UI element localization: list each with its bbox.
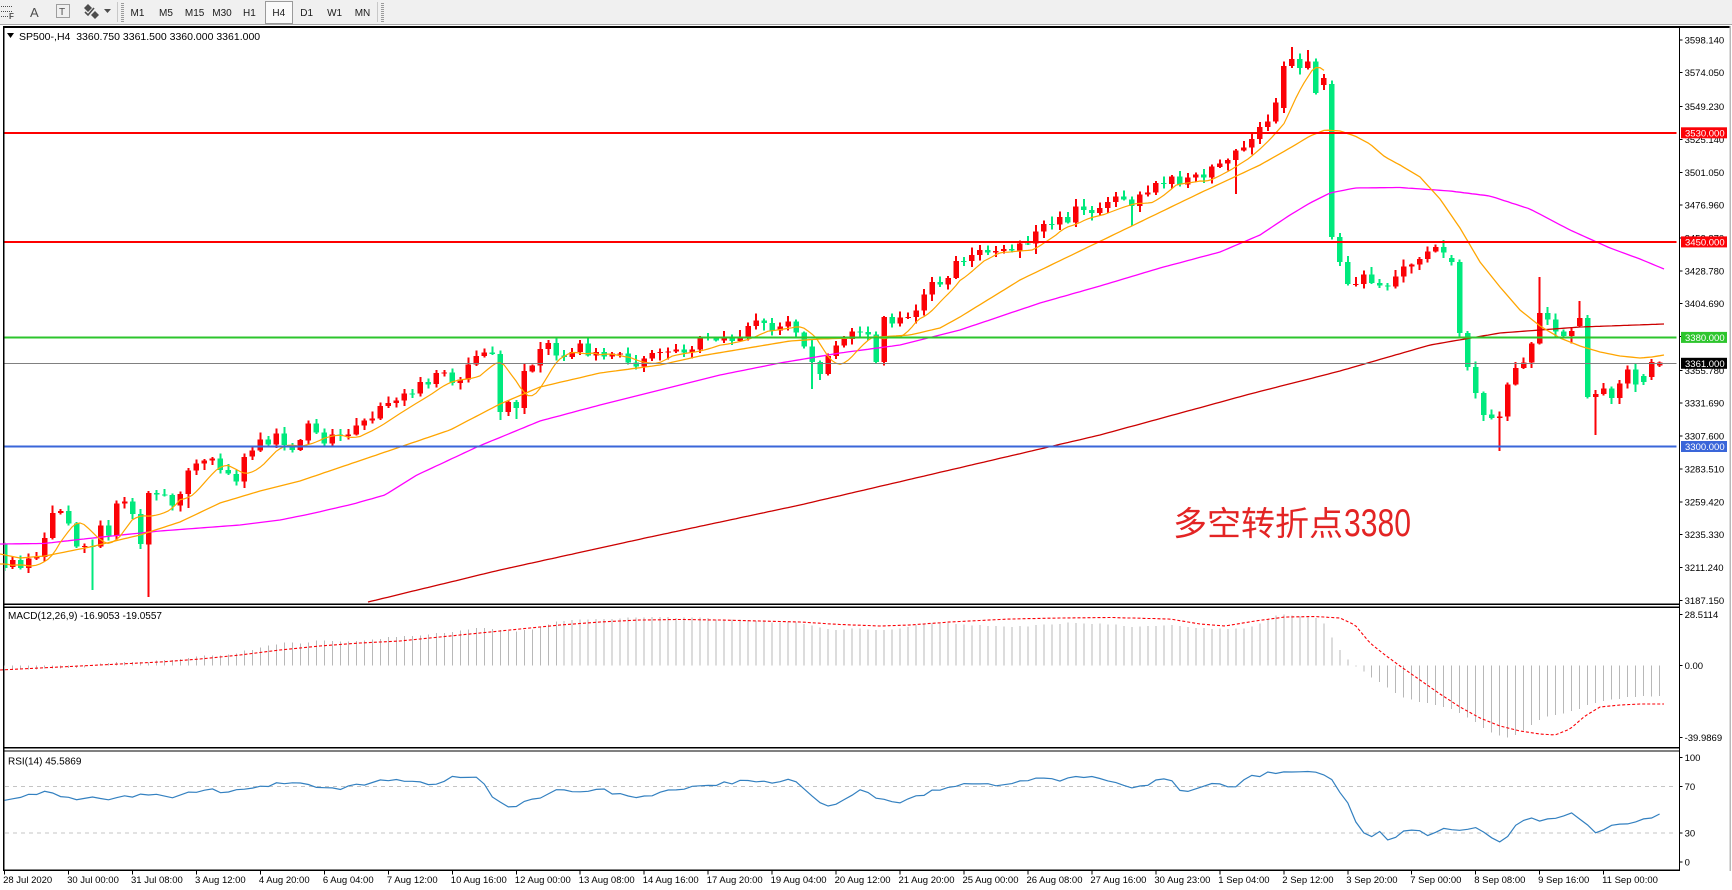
svg-text:W1: W1: [327, 8, 342, 19]
svg-text:A: A: [30, 5, 39, 20]
svg-text:3501.050: 3501.050: [1685, 168, 1725, 179]
svg-text:10 Aug 16:00: 10 Aug 16:00: [451, 875, 507, 886]
svg-text:25 Aug 00:00: 25 Aug 00:00: [963, 875, 1019, 886]
svg-text:3235.330: 3235.330: [1685, 530, 1725, 541]
svg-text:3428.780: 3428.780: [1685, 266, 1725, 277]
svg-text:28 Jul 2020: 28 Jul 2020: [3, 875, 52, 886]
svg-text:3380: 3380: [1344, 502, 1411, 545]
svg-text:3404.690: 3404.690: [1685, 299, 1725, 310]
svg-text:7 Sep 00:00: 7 Sep 00:00: [1410, 875, 1461, 886]
svg-text:20 Aug 12:00: 20 Aug 12:00: [835, 875, 891, 886]
svg-text:M5: M5: [159, 8, 173, 19]
svg-text:28.5114: 28.5114: [1685, 610, 1719, 621]
svg-text:3187.150: 3187.150: [1685, 596, 1725, 607]
svg-text:30 Aug 23:00: 30 Aug 23:00: [1154, 875, 1210, 886]
svg-text:27 Aug 16:00: 27 Aug 16:00: [1090, 875, 1146, 886]
svg-text:12 Aug 00:00: 12 Aug 00:00: [515, 875, 571, 886]
svg-text:-39.9869: -39.9869: [1685, 733, 1723, 744]
svg-text:21 Aug 20:00: 21 Aug 20:00: [899, 875, 955, 886]
svg-text:3283.510: 3283.510: [1685, 464, 1725, 475]
svg-text:T: T: [59, 7, 65, 18]
svg-text:M15: M15: [185, 8, 205, 19]
svg-text:31 Jul 08:00: 31 Jul 08:00: [131, 875, 183, 886]
svg-text:3211.240: 3211.240: [1685, 563, 1724, 574]
svg-text:6 Aug 04:00: 6 Aug 04:00: [323, 875, 374, 886]
svg-text:0: 0: [1685, 858, 1690, 869]
svg-text:F: F: [9, 12, 14, 21]
svg-text:19 Aug 04:00: 19 Aug 04:00: [771, 875, 827, 886]
svg-text:MACD(12,26,9) -16.9053 -19.055: MACD(12,26,9) -16.9053 -19.0557: [8, 611, 162, 622]
svg-text:11 Sep 00:00: 11 Sep 00:00: [1602, 875, 1658, 886]
svg-text:0.00: 0.00: [1685, 661, 1704, 672]
svg-text:17 Aug 20:00: 17 Aug 20:00: [707, 875, 763, 886]
svg-text:3259.420: 3259.420: [1685, 497, 1725, 508]
svg-text:H1: H1: [243, 8, 256, 19]
svg-text:M30: M30: [212, 8, 232, 19]
svg-text:3549.230: 3549.230: [1685, 102, 1725, 113]
svg-text:MN: MN: [355, 8, 371, 19]
svg-text:7 Aug 12:00: 7 Aug 12:00: [387, 875, 438, 886]
svg-text:100: 100: [1685, 753, 1701, 764]
svg-text:3300.000: 3300.000: [1685, 442, 1725, 453]
svg-text:3 Aug 12:00: 3 Aug 12:00: [195, 875, 246, 886]
svg-text:3598.140: 3598.140: [1685, 35, 1725, 46]
svg-text:13 Aug 08:00: 13 Aug 08:00: [579, 875, 635, 886]
svg-text:3476.960: 3476.960: [1685, 201, 1725, 212]
svg-text:70: 70: [1685, 782, 1696, 793]
svg-text:3450.000: 3450.000: [1685, 237, 1725, 248]
svg-text:30: 30: [1685, 829, 1696, 840]
svg-text:D1: D1: [300, 8, 313, 19]
svg-text:3307.600: 3307.600: [1685, 432, 1725, 443]
svg-text:30 Jul 00:00: 30 Jul 00:00: [67, 875, 119, 886]
svg-text:3 Sep 20:00: 3 Sep 20:00: [1346, 875, 1397, 886]
svg-text:26 Aug 08:00: 26 Aug 08:00: [1027, 875, 1083, 886]
svg-text:8 Sep 08:00: 8 Sep 08:00: [1474, 875, 1525, 886]
svg-text:9 Sep 16:00: 9 Sep 16:00: [1538, 875, 1589, 886]
svg-text:M1: M1: [131, 8, 145, 19]
svg-text:3530.000: 3530.000: [1685, 128, 1725, 139]
svg-text:2 Sep 12:00: 2 Sep 12:00: [1282, 875, 1333, 886]
svg-text:SP500-,H4 3360.750 3361.500 3: SP500-,H4 3360.750 3361.500 3360.000 336…: [19, 31, 260, 43]
svg-text:1 Sep 04:00: 1 Sep 04:00: [1218, 875, 1269, 886]
svg-text:14 Aug 16:00: 14 Aug 16:00: [643, 875, 699, 886]
svg-text:RSI(14) 45.5869: RSI(14) 45.5869: [8, 757, 82, 768]
svg-text:3355.780: 3355.780: [1685, 366, 1725, 377]
svg-text:3525.140: 3525.140: [1685, 135, 1725, 146]
svg-text:4 Aug 20:00: 4 Aug 20:00: [259, 875, 310, 886]
svg-text:3574.050: 3574.050: [1685, 68, 1725, 79]
svg-text:3361.000: 3361.000: [1685, 359, 1725, 370]
svg-text:3331.690: 3331.690: [1685, 399, 1725, 410]
svg-text:H4: H4: [272, 8, 285, 19]
svg-text:3380.000: 3380.000: [1685, 333, 1725, 344]
